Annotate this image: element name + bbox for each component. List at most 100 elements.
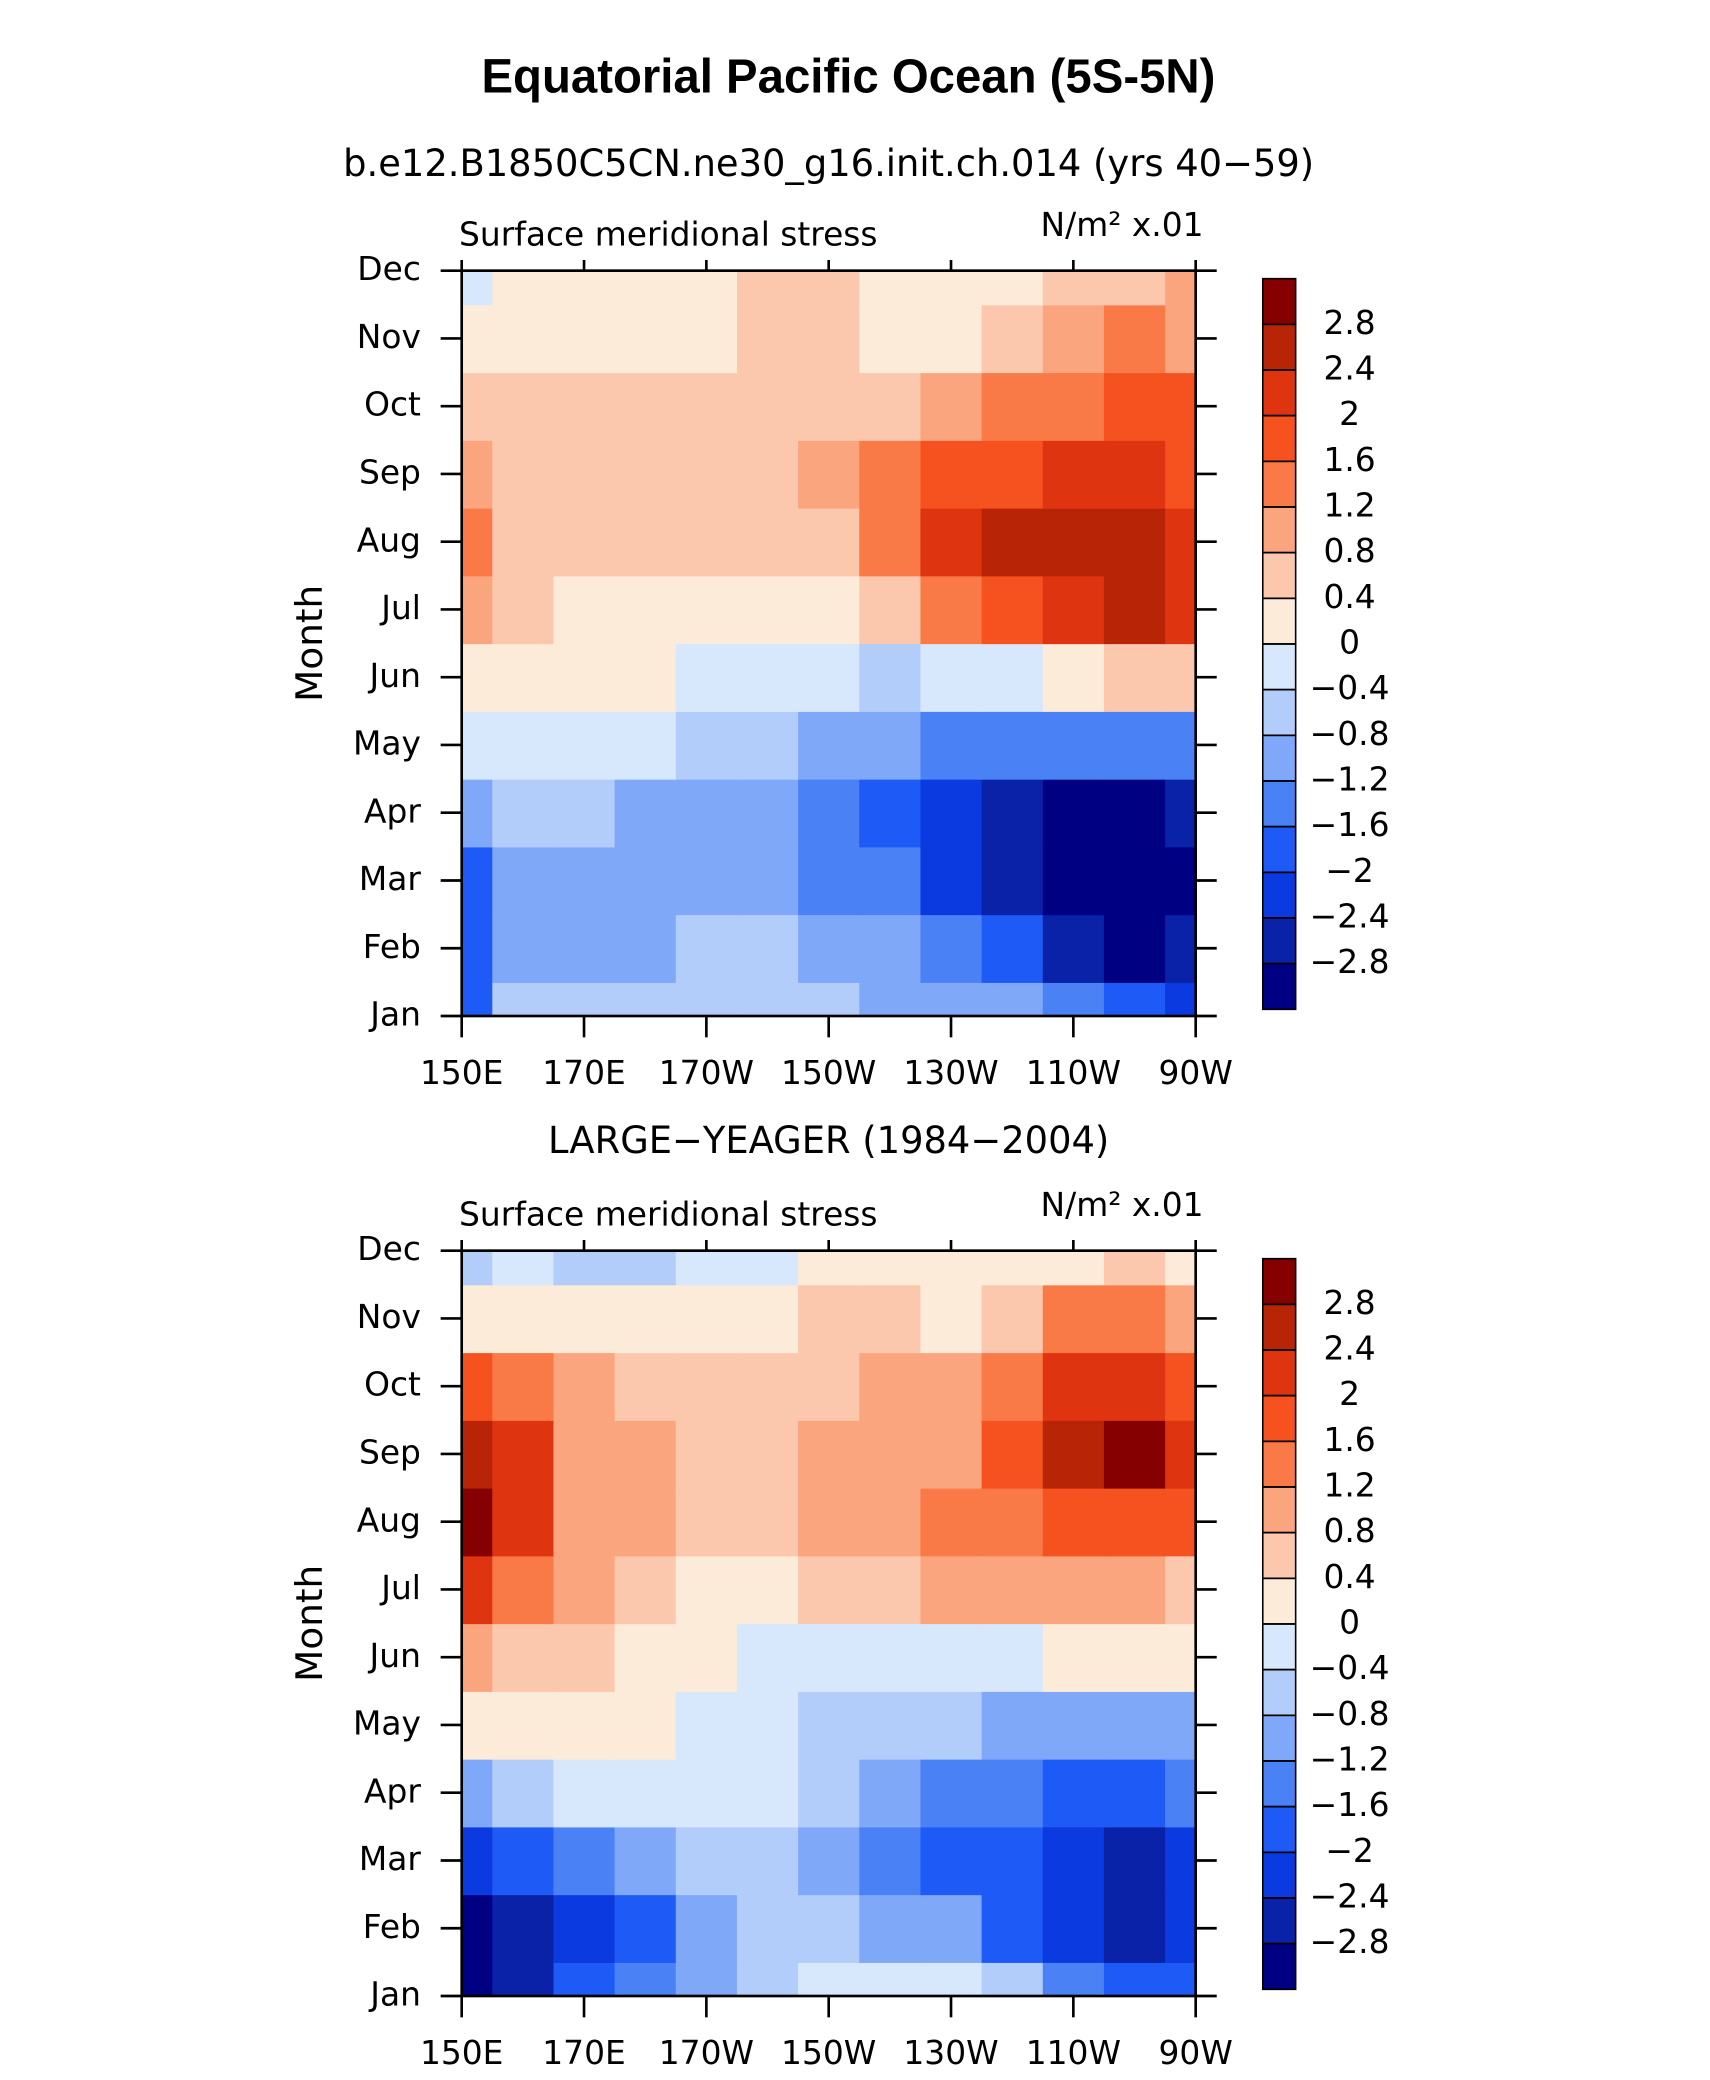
contour-cell: [981, 982, 1044, 1017]
contour-cell: [920, 507, 983, 577]
colorbar-box: [1261, 1486, 1297, 1534]
contour-cell: [1165, 1284, 1197, 1354]
contour-cell: [614, 575, 677, 645]
colorbar-box: [1261, 1851, 1297, 1899]
contour-cell: [981, 1284, 1044, 1354]
colorbar-box: [1261, 1623, 1297, 1671]
contour-cell: [675, 575, 738, 645]
contour-cell: [492, 1420, 555, 1489]
contour-cell: [981, 778, 1044, 848]
contour-cell: [798, 372, 861, 441]
contour-cell: [1042, 711, 1105, 780]
contour-cell: [614, 778, 677, 848]
colorbar-box: [1261, 1897, 1297, 1945]
contour-cell: [461, 1487, 494, 1557]
y-tick-label: Aug: [357, 520, 421, 559]
contour-cell: [1103, 1555, 1166, 1625]
colorbar-box: [1261, 323, 1297, 371]
contour-cell: [1042, 1352, 1105, 1421]
contour-cell: [981, 1826, 1044, 1896]
contour-cell: [614, 304, 677, 374]
contour-cell: [798, 1623, 861, 1692]
contour-cell: [1103, 1962, 1166, 1997]
contour-cell: [675, 982, 738, 1017]
contour-cell: [736, 1691, 799, 1760]
y-tick-label: Mar: [359, 1839, 421, 1878]
contour-cell: [553, 1250, 616, 1286]
contour-cell: [492, 1284, 555, 1354]
contour-cell: [736, 1758, 799, 1828]
contour-cell: [736, 304, 799, 374]
contour-cell: [461, 982, 494, 1017]
contour-cell: [1103, 304, 1166, 374]
contour-cell: [614, 914, 677, 983]
contour-cell: [553, 1691, 616, 1760]
contour-cell: [553, 440, 616, 509]
subtitle: b.e12.B1850C5CN.ne30_g16.init.ch.014 (yr…: [343, 142, 1314, 185]
colorbar-box: [1261, 277, 1297, 326]
y-tick-label: Nov: [357, 317, 421, 356]
y-axis-label: Month: [288, 585, 331, 702]
contour-cell: [1165, 1962, 1197, 1997]
contour-cell: [736, 1352, 799, 1421]
contour-cell: [981, 304, 1044, 374]
contour-cell: [553, 778, 616, 848]
contour-cell: [981, 846, 1044, 916]
contour-cell: [798, 846, 861, 916]
contour-cell: [1165, 711, 1197, 780]
contour-cell: [1042, 778, 1105, 848]
colorbar-label: 2: [1339, 394, 1360, 433]
contour-cell: [614, 507, 677, 577]
contour-cell: [981, 1623, 1044, 1692]
contour-cell: [981, 1894, 1044, 1963]
contour-cell: [1042, 1555, 1105, 1625]
contour-cell: [798, 1962, 861, 1997]
contour-cell: [1165, 1487, 1197, 1557]
contour-cell: [675, 1420, 738, 1489]
contour-cell: [675, 507, 738, 577]
contour-cell: [920, 1420, 983, 1489]
colorbar-label: −1.2: [1310, 759, 1390, 798]
y-tick-label: Feb: [363, 1907, 421, 1946]
contour-cell: [736, 1420, 799, 1489]
contour-cell: [614, 270, 677, 306]
x-tick-label: 90W: [1159, 2033, 1233, 2072]
contour-cell: [736, 846, 799, 916]
contour-cell: [553, 846, 616, 916]
contour-cell: [1165, 1623, 1197, 1692]
contour-cell: [675, 711, 738, 780]
contour-cell: [553, 575, 616, 645]
contour-cell: [675, 372, 738, 441]
contour-cell: [492, 778, 555, 848]
contour-cell: [553, 1420, 616, 1489]
colorbar-box: [1261, 962, 1297, 1011]
contour-cell: [1042, 1623, 1105, 1692]
contour-cell: [981, 507, 1044, 577]
contour-cell: [1042, 1758, 1105, 1828]
contour-cell: [981, 270, 1044, 306]
contour-cell: [675, 1250, 738, 1286]
contour-cell: [1165, 982, 1197, 1017]
y-tick-label: Jan: [368, 1974, 421, 2013]
contour-cell: [736, 711, 799, 780]
contour-cell: [492, 507, 555, 577]
contour-cell: [492, 846, 555, 916]
colorbar-box: [1261, 917, 1297, 965]
contour-cell: [461, 1555, 494, 1625]
contour-cell: [859, 270, 922, 306]
contour-cell: [798, 982, 861, 1017]
contour-cell: [920, 1284, 983, 1354]
contour-cell: [461, 507, 494, 577]
y-tick-label: Sep: [359, 1432, 421, 1471]
contour-cell: [614, 1250, 677, 1286]
contour-cell: [461, 1826, 494, 1896]
contour-cell: [1103, 1250, 1166, 1286]
contour-cell: [492, 372, 555, 441]
contour-cell: [614, 1284, 677, 1354]
contour-cell: [1165, 440, 1197, 509]
contour-cell: [461, 1352, 494, 1421]
y-tick-label: Oct: [364, 1365, 421, 1404]
contour-cell: [461, 1284, 494, 1354]
contour-cell: [920, 1555, 983, 1625]
colorbar-label: −0.4: [1310, 668, 1390, 707]
